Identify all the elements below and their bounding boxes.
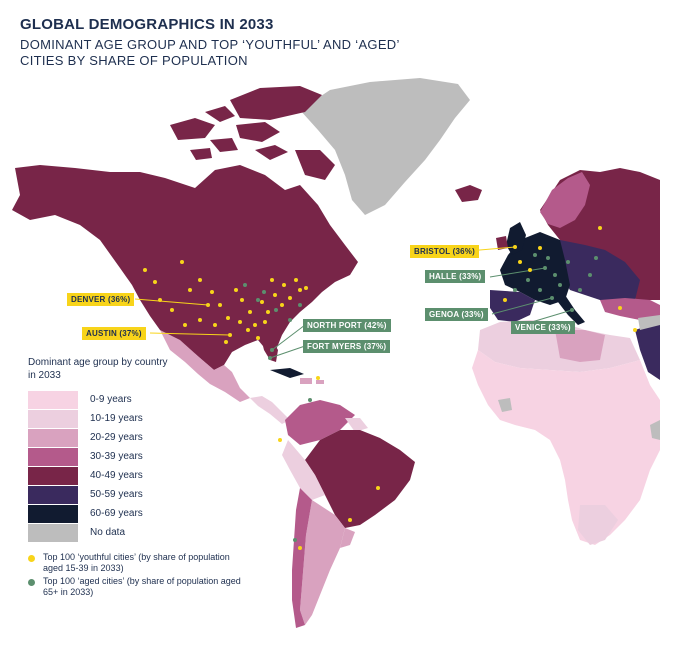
- iberia: [490, 290, 535, 322]
- legend-label: 50-59 years: [90, 489, 143, 500]
- legend-aged-label: Top 100 ‘aged cities’ (by share of popul…: [43, 576, 241, 597]
- arctic-islands: [170, 86, 335, 180]
- legend-item: No data: [28, 523, 278, 542]
- callout-fort-myers: FORT MYERS (37%): [303, 340, 391, 353]
- callout-venice: VENICE (33%): [511, 321, 575, 334]
- legend-swatch: [28, 523, 78, 542]
- legend-item: 50-59 years: [28, 485, 278, 504]
- legend: Dominant age group by country in 2033 0-…: [28, 356, 278, 598]
- green-dot-icon: [28, 579, 35, 586]
- uruguay: [340, 528, 355, 548]
- legend-youthful-label: Top 100 ‘youthful cities’ (by share of p…: [43, 552, 230, 573]
- aged-city-dots: [243, 253, 598, 542]
- greenland: [300, 78, 470, 215]
- callout-genoa: GENOA (33%): [425, 308, 488, 321]
- norway-sweden: [540, 172, 590, 228]
- north-america: [12, 165, 358, 370]
- mexico: [160, 330, 250, 402]
- italy: [555, 290, 585, 325]
- legend-label: 10-19 years: [90, 413, 143, 424]
- legend-item: 10-19 years: [28, 409, 278, 428]
- central-america: [250, 396, 290, 424]
- youthful-city-dots: [143, 226, 637, 550]
- legend-label: 30-39 years: [90, 451, 143, 462]
- callout-denver: DENVER (36%): [67, 293, 135, 306]
- legend-label: 60-69 years: [90, 508, 143, 519]
- callout-north-port: NORTH PORT (42%): [303, 319, 391, 332]
- middle-east: [638, 315, 660, 330]
- brazil: [305, 430, 415, 528]
- ireland: [496, 236, 508, 250]
- egypt-libya: [555, 330, 605, 362]
- legend-swatch: [28, 447, 78, 466]
- map-subtitle: DOMINANT AGE GROUP AND TOP ‘YOUTHFUL’ AN…: [20, 37, 400, 68]
- yellow-dot-icon: [28, 555, 35, 562]
- legend-item: 40-49 years: [28, 466, 278, 485]
- arabia: [635, 322, 660, 380]
- legend-swatch: [28, 390, 78, 409]
- legend-item: 20-29 years: [28, 428, 278, 447]
- callout-leaders: [134, 246, 573, 359]
- legend-label: No data: [90, 527, 126, 538]
- legend-title: Dominant age group by country in 2033: [28, 357, 168, 381]
- legend-aged: Top 100 ‘aged cities’ (by share of popul…: [28, 576, 278, 598]
- turkey: [600, 298, 660, 320]
- legend-item: 30-39 years: [28, 447, 278, 466]
- caribbean: [270, 368, 324, 384]
- iceland: [455, 185, 482, 202]
- chile: [292, 488, 312, 628]
- legend-swatch: [28, 466, 78, 485]
- legend-item: 60-69 years: [28, 504, 278, 523]
- horn-of-africa: [650, 420, 660, 440]
- legend-label: 20-29 years: [90, 432, 143, 443]
- west-sahara: [498, 398, 512, 412]
- legend-swatch: [28, 409, 78, 428]
- legend-swatch: [28, 504, 78, 523]
- legend-swatch: [28, 428, 78, 447]
- legend-item: 0-9 years: [28, 390, 278, 409]
- peru-bolivia: [282, 440, 325, 500]
- legend-label: 0-9 years: [90, 394, 132, 405]
- uk: [506, 222, 526, 255]
- map-title: GLOBAL DEMOGRAPHICS IN 2033: [20, 16, 274, 33]
- argentina: [300, 500, 345, 625]
- legend-youthful: Top 100 ‘youthful cities’ (by share of p…: [28, 552, 278, 574]
- south-america-north: [285, 400, 355, 445]
- south-africa: [578, 505, 618, 545]
- legend-swatch: [28, 485, 78, 504]
- africa-south: [472, 350, 660, 545]
- callout-bristol: BRISTOL (36%): [410, 245, 479, 258]
- callout-austin: AUSTIN (37%): [82, 327, 146, 340]
- legend-label: 40-49 years: [90, 470, 143, 481]
- callout-halle: HALLE (33%): [425, 270, 486, 283]
- guianas: [345, 418, 368, 432]
